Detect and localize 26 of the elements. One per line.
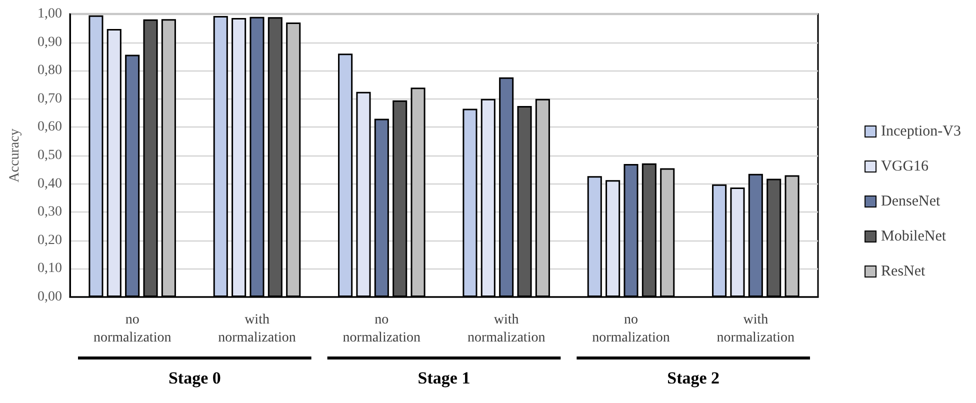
x-tick-label: no normalization (93, 312, 172, 346)
legend-label: VGG16 (881, 158, 930, 174)
y-tick-label: 0,20 (38, 232, 62, 248)
y-tick-label: 0,10 (38, 261, 62, 276)
legend-label: Inception-V3 (881, 124, 962, 140)
y-tick-label: 0,00 (38, 290, 62, 304)
y-tick-label: 0,60 (38, 120, 62, 135)
y-tick-label: 0,70 (38, 91, 62, 106)
y-tick-label: 0,40 (38, 176, 62, 192)
text: Stage 2 (667, 368, 720, 388)
text: Stage 0 (168, 368, 221, 388)
x-tick-label: with normalization (467, 312, 546, 346)
x-tick-label: no normalization (342, 312, 421, 346)
legend-label: DenseNet (881, 194, 942, 210)
y-axis-title: Accuracy (8, 128, 22, 182)
y-tick-label: 0,50 (38, 148, 62, 163)
y-tick-label: 0,80 (38, 63, 62, 78)
y-tick-label: 0,90 (38, 34, 62, 50)
x-tick-label: no normalization (592, 312, 670, 346)
x-tick-label: with normalization (716, 312, 795, 346)
legend-label: ResNet (881, 264, 926, 280)
legend-label: MobileNet (881, 228, 947, 244)
text: Stage 1 (418, 368, 470, 388)
y-tick-label: 0,30 (38, 204, 62, 220)
y-tick-label: 1,00 (38, 6, 62, 22)
x-tick-label: with normalization (218, 312, 296, 346)
